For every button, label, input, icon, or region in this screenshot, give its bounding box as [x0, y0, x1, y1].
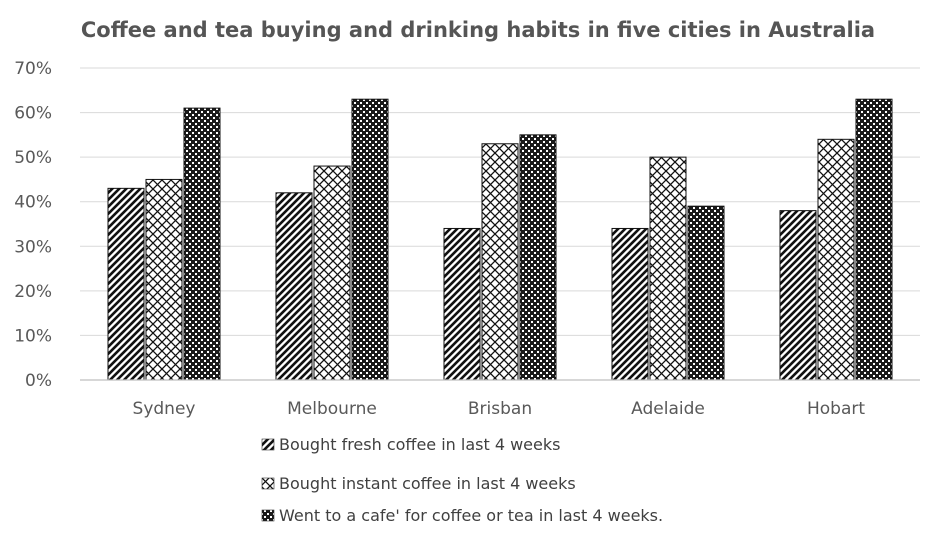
y-tick-label: 30%: [14, 237, 52, 257]
y-tick-label: 40%: [14, 193, 52, 213]
bar-1: [107, 187, 145, 381]
bars: [107, 98, 893, 381]
y-tick-label: 20%: [14, 282, 52, 302]
bar-2: [145, 178, 183, 381]
bar-1: [779, 210, 817, 381]
legend: Bought fresh coffee in last 4 weeks Bough…: [261, 435, 663, 525]
y-tick-label: 70%: [14, 59, 52, 79]
y-tick-label: 0%: [25, 371, 52, 391]
bar-2: [649, 156, 687, 381]
x-tick-label: Adelaide: [631, 399, 705, 419]
x-tick-label: Melbourne: [287, 399, 377, 419]
x-tick-label: Sydney: [133, 399, 196, 419]
bar-2: [817, 138, 855, 381]
legend-label: Went to a cafe' for coffee or tea in las…: [279, 506, 663, 525]
legend-label: Bought instant coffee in last 4 weeks: [279, 474, 576, 493]
bar-2: [313, 165, 351, 381]
x-tick-label: Brisban: [468, 399, 532, 419]
legend-swatch: [261, 438, 275, 451]
chart-title: Coffee and tea buying and drinking habit…: [81, 18, 875, 42]
bar-2: [481, 143, 519, 381]
bar-3: [687, 205, 725, 381]
legend-swatch: [261, 509, 275, 522]
y-tick-label: 60%: [14, 104, 52, 124]
bar-3: [855, 98, 893, 381]
x-tick-label: Hobart: [807, 399, 865, 419]
bar-3: [183, 107, 221, 381]
legend-label: Bought fresh coffee in last 4 weeks: [279, 435, 560, 454]
bar-3: [519, 134, 557, 381]
y-axis-ticks: 0% 10% 20% 30% 40% 50% 60% 70%: [14, 59, 52, 391]
bar-1: [443, 227, 481, 381]
x-axis-ticks: Sydney Melbourne Brisban Adelaide Hobart: [133, 399, 866, 419]
bar-3: [351, 98, 389, 381]
legend-swatch: [261, 477, 275, 490]
y-tick-label: 50%: [14, 148, 52, 168]
bar-1: [611, 227, 649, 381]
bar-1: [275, 192, 313, 381]
y-tick-label: 10%: [14, 326, 52, 346]
